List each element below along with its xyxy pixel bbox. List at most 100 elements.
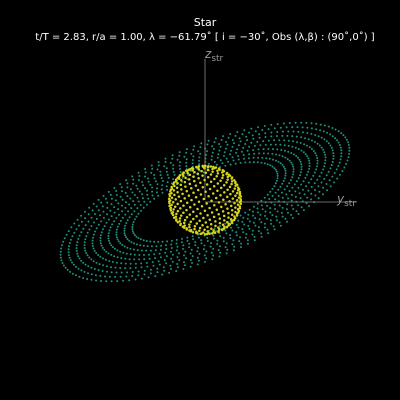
star-particle [184, 185, 187, 188]
disk-particle [271, 214, 274, 217]
star-particle [230, 213, 234, 217]
disk-particle [246, 139, 249, 141]
disk-particle [348, 146, 351, 149]
star-particle [228, 200, 231, 203]
star-particle [208, 232, 211, 236]
disk-particle [92, 202, 95, 205]
disk-particle [93, 268, 96, 270]
disk-particle [322, 186, 325, 189]
disk-particle [223, 151, 226, 154]
disk-particle [170, 268, 172, 270]
disk-particle [290, 204, 293, 207]
disk-particle [115, 217, 118, 219]
y-axis-label: ystr [336, 192, 356, 209]
star-particle [182, 174, 185, 178]
disk-particle [102, 210, 105, 213]
disk-particle [302, 180, 305, 183]
disk-particle [191, 255, 194, 258]
disk-particle [329, 167, 332, 170]
disk-particle [231, 156, 234, 159]
disk-particle [316, 162, 319, 165]
disk-particle [95, 261, 98, 264]
disk-particle [80, 259, 83, 262]
disk-particle [276, 174, 279, 177]
disk-particle [142, 244, 145, 247]
disk-particle [233, 245, 236, 248]
disk-particle [136, 196, 139, 199]
disk-particle [115, 236, 118, 239]
disk-particle [152, 264, 155, 267]
disk-particle [76, 218, 79, 221]
disk-particle [342, 134, 345, 137]
disk-particle [104, 258, 107, 261]
disk-particle [243, 129, 246, 132]
disk-particle [261, 156, 264, 159]
disk-particle [276, 123, 279, 126]
disk-particle [69, 270, 72, 273]
disk-particle [345, 138, 348, 141]
disk-particle [114, 199, 117, 202]
star-particle [216, 169, 219, 172]
disk-particle [84, 249, 87, 252]
disk-particle [225, 147, 227, 150]
disk-particle [306, 144, 308, 147]
disk-particle [211, 258, 214, 261]
star-particle [234, 210, 237, 214]
disk-particle [113, 211, 116, 214]
disk-particle [73, 222, 76, 225]
disk-particle [277, 160, 280, 163]
disk-particle [307, 170, 310, 173]
disk-particle [146, 265, 149, 268]
disk-particle [113, 220, 116, 223]
disk-particle [101, 246, 104, 249]
disk-particle [279, 143, 282, 146]
disk-particle [279, 126, 282, 129]
disk-particle [222, 135, 225, 138]
disk-particle [124, 262, 127, 265]
star-particle [210, 227, 213, 230]
disk-particle [267, 148, 270, 150]
star-particle [230, 182, 233, 186]
disk-particle [275, 170, 278, 173]
disk-particle [120, 186, 123, 189]
disk-particle [107, 190, 110, 193]
disk-particle [230, 149, 232, 152]
disk-particle [316, 178, 319, 181]
disk-particle [85, 235, 88, 238]
disk-particle [294, 190, 297, 193]
disk-particle [217, 249, 220, 252]
disk-particle [128, 216, 131, 219]
disk-particle [185, 148, 188, 151]
disk-particle [180, 241, 183, 244]
disk-particle [123, 229, 126, 232]
disk-particle [282, 165, 285, 168]
disk-particle [262, 152, 265, 155]
disk-particle [188, 242, 191, 245]
disk-particle [168, 271, 171, 274]
star-particle [179, 214, 183, 217]
disk-particle [229, 234, 231, 237]
disk-particle [134, 278, 137, 281]
disk-particle [64, 266, 67, 269]
disk-particle [102, 257, 104, 260]
disk-particle [198, 159, 200, 162]
disk-particle [231, 139, 234, 141]
disk-particle [260, 221, 263, 224]
disk-particle [232, 159, 235, 162]
star-particle [204, 221, 208, 224]
disk-particle [63, 237, 66, 240]
star-particle [211, 232, 214, 235]
disk-particle [191, 262, 193, 264]
disk-particle [274, 182, 277, 185]
disk-particle [254, 217, 257, 220]
star-particle [228, 174, 232, 178]
disk-particle [133, 242, 135, 245]
star-particle [196, 207, 199, 211]
star-particle [185, 208, 188, 212]
disk-particle [242, 154, 245, 156]
star-particle [174, 198, 177, 201]
disk-particle [253, 152, 256, 155]
disk-particle [298, 158, 301, 161]
disk-particle [212, 247, 215, 250]
